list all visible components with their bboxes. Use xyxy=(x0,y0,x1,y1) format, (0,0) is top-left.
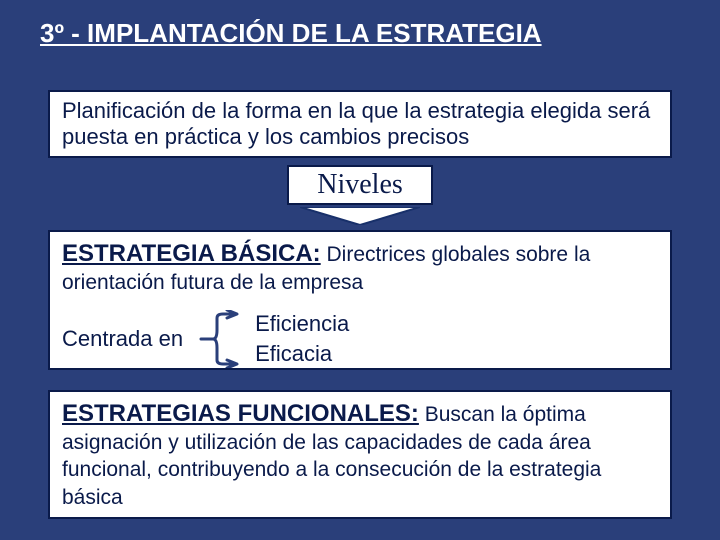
functional-heading-line: ESTRATEGIAS FUNCIONALES: Buscan la óptim… xyxy=(62,398,658,511)
basic-heading-line: ESTRATEGIA BÁSICA: Directrices globales … xyxy=(62,238,658,296)
slide: 3º - IMPLANTACIÓN DE LA ESTRATEGIA Plani… xyxy=(0,0,720,540)
basic-strategy-box: ESTRATEGIA BÁSICA: Directrices globales … xyxy=(48,230,672,370)
definition-box: Planificación de la forma en la que la e… xyxy=(48,90,672,158)
functional-strategy-box: ESTRATEGIAS FUNCIONALES: Buscan la óptim… xyxy=(48,390,672,519)
centrada-label: Centrada en xyxy=(62,326,183,352)
down-arrow-icon xyxy=(300,207,420,225)
centrada-row: Centrada en Eficiencia Eficacia xyxy=(62,310,349,368)
bracket-icon xyxy=(197,310,241,368)
basic-heading: ESTRATEGIA BÁSICA: xyxy=(62,240,321,267)
efficiency-column: Eficiencia Eficacia xyxy=(255,311,349,367)
slide-title: 3º - IMPLANTACIÓN DE LA ESTRATEGIA xyxy=(40,18,542,49)
definition-text: Planificación de la forma en la que la e… xyxy=(62,98,650,149)
niveles-group: Niveles xyxy=(260,165,460,225)
niveles-label-box: Niveles xyxy=(287,165,433,205)
efficiency-item-0: Eficiencia xyxy=(255,311,349,337)
functional-heading: ESTRATEGIAS FUNCIONALES: xyxy=(62,400,419,427)
efficiency-item-1: Eficacia xyxy=(255,341,349,367)
